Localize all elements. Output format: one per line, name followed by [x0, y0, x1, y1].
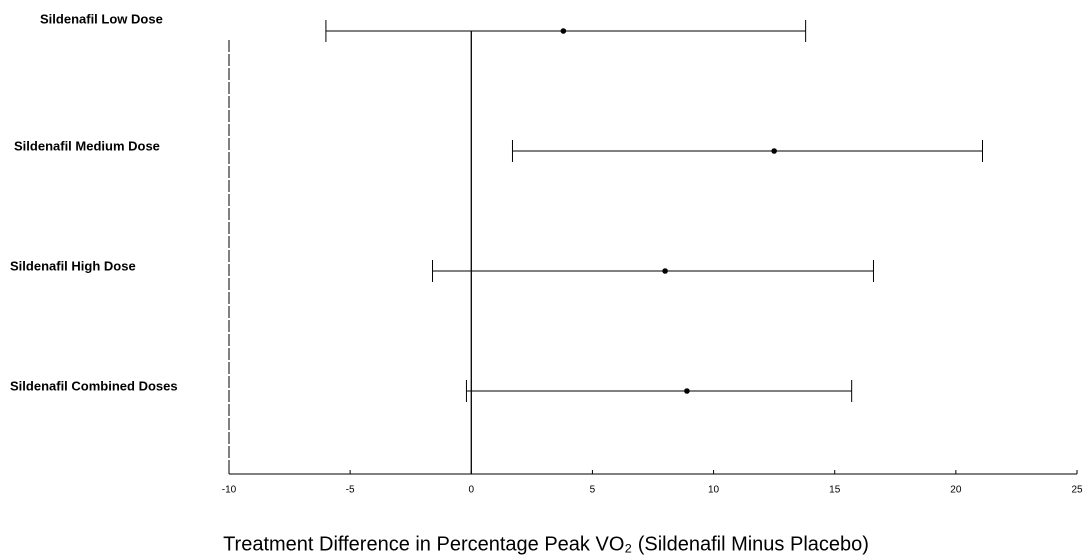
- category-label: Sildenafil High Dose: [10, 258, 136, 273]
- x-tick-label: 15: [829, 485, 841, 496]
- category-label: Sildenafil Combined Doses: [10, 378, 178, 393]
- x-tick-label: -10: [222, 485, 237, 496]
- category-label: Sildenafil Low Dose: [40, 11, 163, 26]
- x-tick-label: 10: [708, 485, 720, 496]
- x-tick-label: -5: [346, 485, 355, 496]
- x-axis-title: Treatment Difference in Percentage Peak …: [223, 533, 869, 555]
- category-label: Sildenafil Medium Dose: [14, 138, 160, 153]
- point-estimate: [684, 388, 690, 394]
- x-tick-label: 0: [469, 485, 475, 496]
- point-estimate: [771, 148, 777, 154]
- x-tick-label: 5: [590, 485, 596, 496]
- x-tick-label: 25: [1071, 485, 1083, 496]
- point-estimate: [662, 268, 668, 274]
- point-estimate: [560, 28, 567, 34]
- x-tick-label: 20: [950, 485, 962, 496]
